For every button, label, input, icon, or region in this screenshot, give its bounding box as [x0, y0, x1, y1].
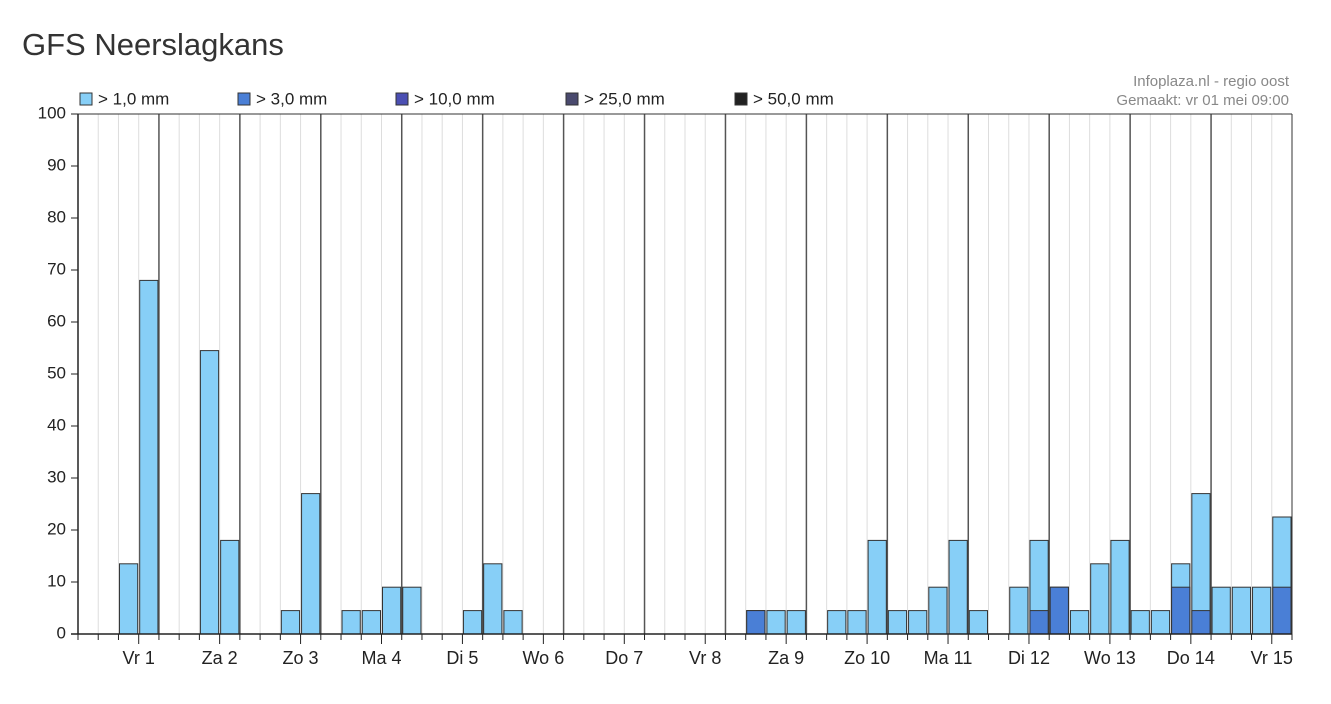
- x-tick-label: Za 2: [202, 648, 238, 668]
- x-tick-label: Wo 6: [523, 648, 565, 668]
- bar: [1171, 586, 1191, 635]
- legend-swatch: [734, 92, 748, 106]
- legend-label: > 50,0 mm: [753, 89, 834, 108]
- y-tick-label: 80: [47, 207, 66, 226]
- y-tick-label: 40: [47, 415, 66, 434]
- bar: [503, 610, 523, 635]
- x-tick-label: Zo 10: [844, 648, 890, 668]
- y-tick-label: 30: [47, 467, 66, 486]
- bar: [361, 610, 381, 635]
- bar: [867, 539, 887, 635]
- legend-label: > 10,0 mm: [414, 89, 495, 108]
- legend-swatch: [79, 92, 93, 106]
- bar: [1252, 586, 1272, 635]
- bar: [968, 610, 988, 635]
- bar: [1029, 610, 1049, 635]
- bar: [1150, 610, 1171, 635]
- bar: [139, 279, 159, 635]
- created-note: Gemaakt: vr 01 mei 09:00: [1116, 92, 1289, 109]
- legend-label: > 25,0 mm: [584, 89, 665, 108]
- bar: [786, 610, 806, 635]
- bar: [382, 586, 402, 635]
- bar: [402, 586, 422, 635]
- legend-swatch: [237, 92, 251, 106]
- bar: [766, 610, 786, 635]
- bar: [341, 610, 361, 635]
- source-note: Infoplaza.nl - regio oost: [1133, 73, 1290, 90]
- bar: [1191, 610, 1211, 635]
- x-tick-label: Do 7: [605, 648, 643, 668]
- bar: [220, 539, 240, 635]
- x-tick-label: Vr 1: [123, 648, 155, 668]
- y-tick-label: 20: [47, 519, 66, 538]
- bar: [301, 493, 321, 635]
- bar: [1130, 610, 1150, 635]
- x-tick-label: Zo 3: [283, 648, 319, 668]
- legend-label: > 1,0 mm: [98, 89, 169, 108]
- y-tick-label: 90: [47, 155, 66, 174]
- bar: [1069, 610, 1090, 635]
- legend-swatch: [565, 92, 579, 106]
- bar: [928, 586, 948, 635]
- y-tick-label: 70: [47, 259, 66, 278]
- bar: [847, 610, 867, 635]
- y-tick-label: 10: [47, 571, 66, 590]
- y-tick-label: 50: [47, 363, 66, 382]
- bar: [462, 610, 483, 635]
- x-tick-label: Vr 15: [1251, 648, 1293, 668]
- bar: [280, 610, 301, 635]
- bar: [483, 563, 503, 635]
- bar: [1090, 563, 1110, 635]
- bar: [948, 539, 968, 635]
- x-tick-label: Vr 8: [689, 648, 721, 668]
- x-tick-label: Di 5: [446, 648, 478, 668]
- x-tick-label: Ma 11: [924, 648, 973, 668]
- bar: [908, 610, 928, 635]
- y-tick-label: 100: [38, 103, 66, 122]
- x-tick-label: Za 9: [768, 648, 804, 668]
- chart-title: GFS Neerslagkans: [22, 27, 284, 62]
- bar: [1049, 586, 1069, 635]
- legend-swatch: [395, 92, 409, 106]
- y-tick-label: 0: [57, 623, 66, 642]
- bar: [746, 610, 766, 635]
- x-tick-label: Ma 4: [361, 648, 401, 668]
- legend-label: > 3,0 mm: [256, 89, 327, 108]
- bar: [887, 610, 908, 635]
- bar: [1110, 539, 1130, 635]
- y-tick-label: 60: [47, 311, 66, 330]
- x-tick-label: Di 12: [1008, 648, 1050, 668]
- bar: [1231, 586, 1252, 635]
- bar: [1211, 586, 1231, 635]
- bar: [199, 350, 220, 635]
- bar: [1009, 586, 1029, 635]
- x-tick-label: Do 14: [1167, 648, 1215, 668]
- bar: [827, 610, 847, 635]
- bar: [1272, 586, 1292, 635]
- x-tick-label: Wo 13: [1084, 648, 1136, 668]
- bar: [118, 563, 139, 635]
